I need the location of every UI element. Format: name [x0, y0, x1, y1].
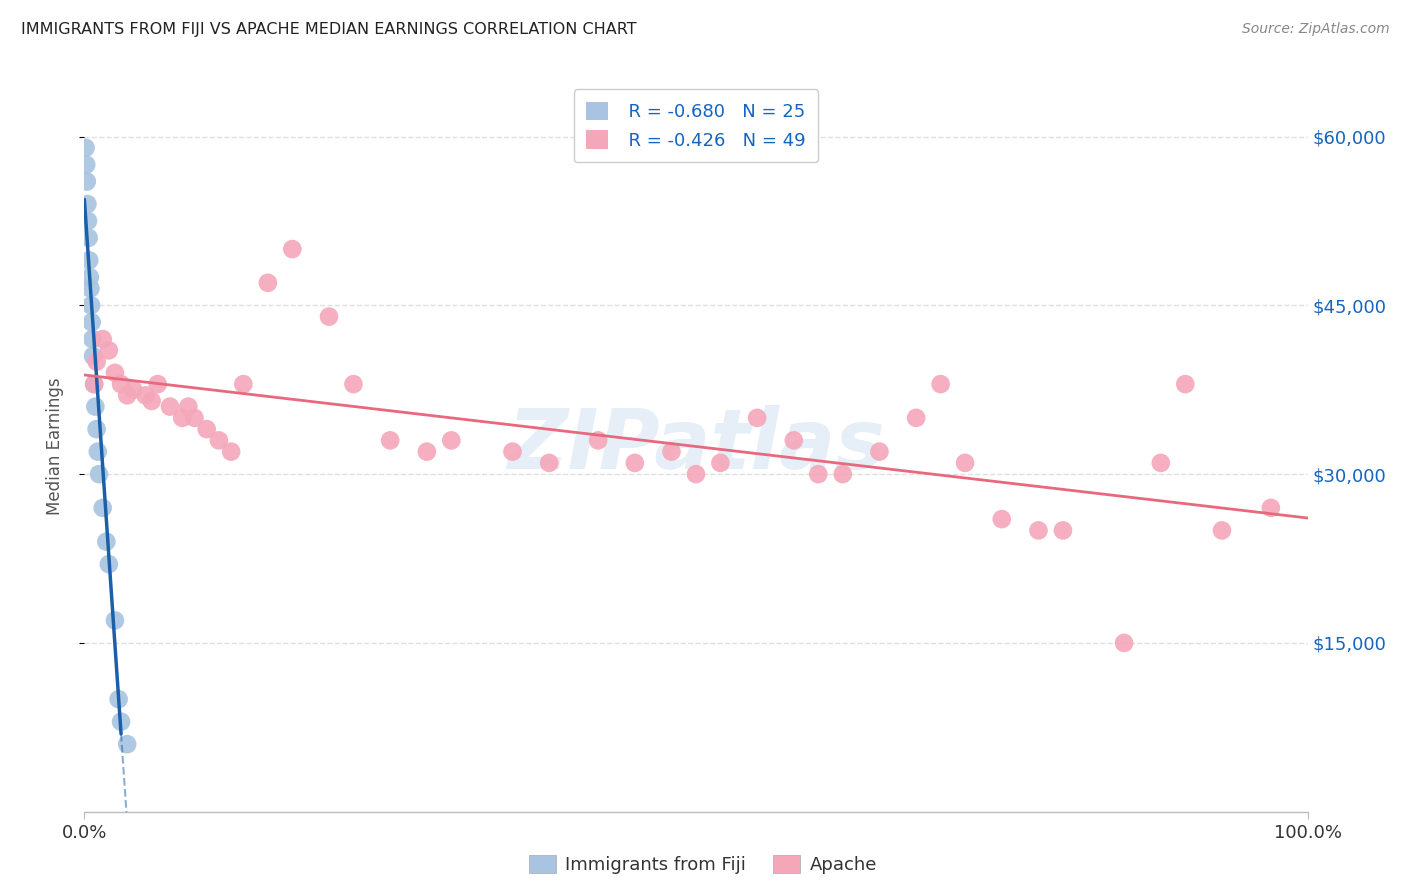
Point: [107, 692, 129, 706]
Point: [79, 270, 101, 285]
Point: [77, 214, 100, 228]
Point: [1028, 524, 1050, 538]
Point: [97, 343, 120, 358]
Point: [104, 366, 127, 380]
Point: [104, 614, 127, 628]
Point: [380, 434, 402, 448]
Point: [661, 444, 683, 458]
Point: [709, 456, 731, 470]
Point: [208, 434, 231, 448]
Point: [141, 394, 163, 409]
Text: ZIPatlas: ZIPatlas: [508, 406, 884, 486]
Point: [624, 456, 647, 470]
Point: [219, 444, 242, 458]
Point: [685, 467, 707, 482]
Point: [318, 310, 340, 324]
Point: [110, 377, 132, 392]
Point: [953, 456, 976, 470]
Point: [87, 444, 110, 458]
Point: [502, 444, 524, 458]
Point: [747, 410, 769, 425]
Text: Source: ZipAtlas.com: Source: ZipAtlas.com: [1241, 22, 1389, 37]
Text: IMMIGRANTS FROM FIJI VS APACHE MEDIAN EARNINGS CORRELATION CHART: IMMIGRANTS FROM FIJI VS APACHE MEDIAN EA…: [21, 22, 637, 37]
Point: [75, 158, 97, 172]
Point: [82, 349, 104, 363]
Point: [991, 512, 1014, 526]
Point: [257, 276, 280, 290]
Point: [440, 434, 463, 448]
Point: [831, 467, 853, 482]
Point: [538, 456, 561, 470]
Y-axis label: Median Earnings: Median Earnings: [45, 377, 63, 515]
Point: [929, 377, 952, 392]
Point: [76, 197, 98, 211]
Point: [115, 388, 138, 402]
Point: [75, 141, 97, 155]
Point: [1114, 636, 1136, 650]
Point: [172, 410, 194, 425]
Point: [97, 557, 120, 571]
Point: [146, 377, 169, 392]
Point: [195, 422, 218, 436]
Point: [110, 714, 132, 729]
Point: [232, 377, 254, 392]
Point: [783, 434, 806, 448]
Point: [586, 434, 609, 448]
Point: [80, 298, 103, 312]
Point: [77, 253, 100, 268]
Point: [342, 377, 364, 392]
Point: [80, 315, 103, 329]
Point: [807, 467, 830, 482]
Point: [86, 422, 108, 436]
Point: [281, 242, 304, 256]
Legend:   R = -0.680   N = 25,   R = -0.426   N = 49: R = -0.680 N = 25, R = -0.426 N = 49: [574, 89, 818, 162]
Point: [159, 400, 181, 414]
Point: [79, 281, 101, 295]
Point: [177, 400, 200, 414]
Point: [122, 383, 145, 397]
Point: [77, 231, 100, 245]
Point: [82, 332, 104, 346]
Point: [135, 388, 157, 402]
Point: [91, 500, 114, 515]
Point: [83, 377, 105, 392]
Point: [86, 354, 108, 368]
Point: [416, 444, 439, 458]
Point: [183, 410, 205, 425]
Point: [1260, 500, 1282, 515]
Point: [96, 534, 118, 549]
Point: [1150, 456, 1173, 470]
Point: [76, 175, 98, 189]
Point: [1211, 524, 1233, 538]
Point: [1174, 377, 1197, 392]
Point: [83, 377, 105, 392]
Point: [115, 737, 138, 751]
Point: [905, 410, 928, 425]
Point: [869, 444, 891, 458]
Point: [1052, 524, 1074, 538]
Point: [91, 332, 114, 346]
Point: [84, 400, 107, 414]
Point: [87, 467, 110, 482]
Legend: Immigrants from Fiji, Apache: Immigrants from Fiji, Apache: [520, 846, 886, 883]
